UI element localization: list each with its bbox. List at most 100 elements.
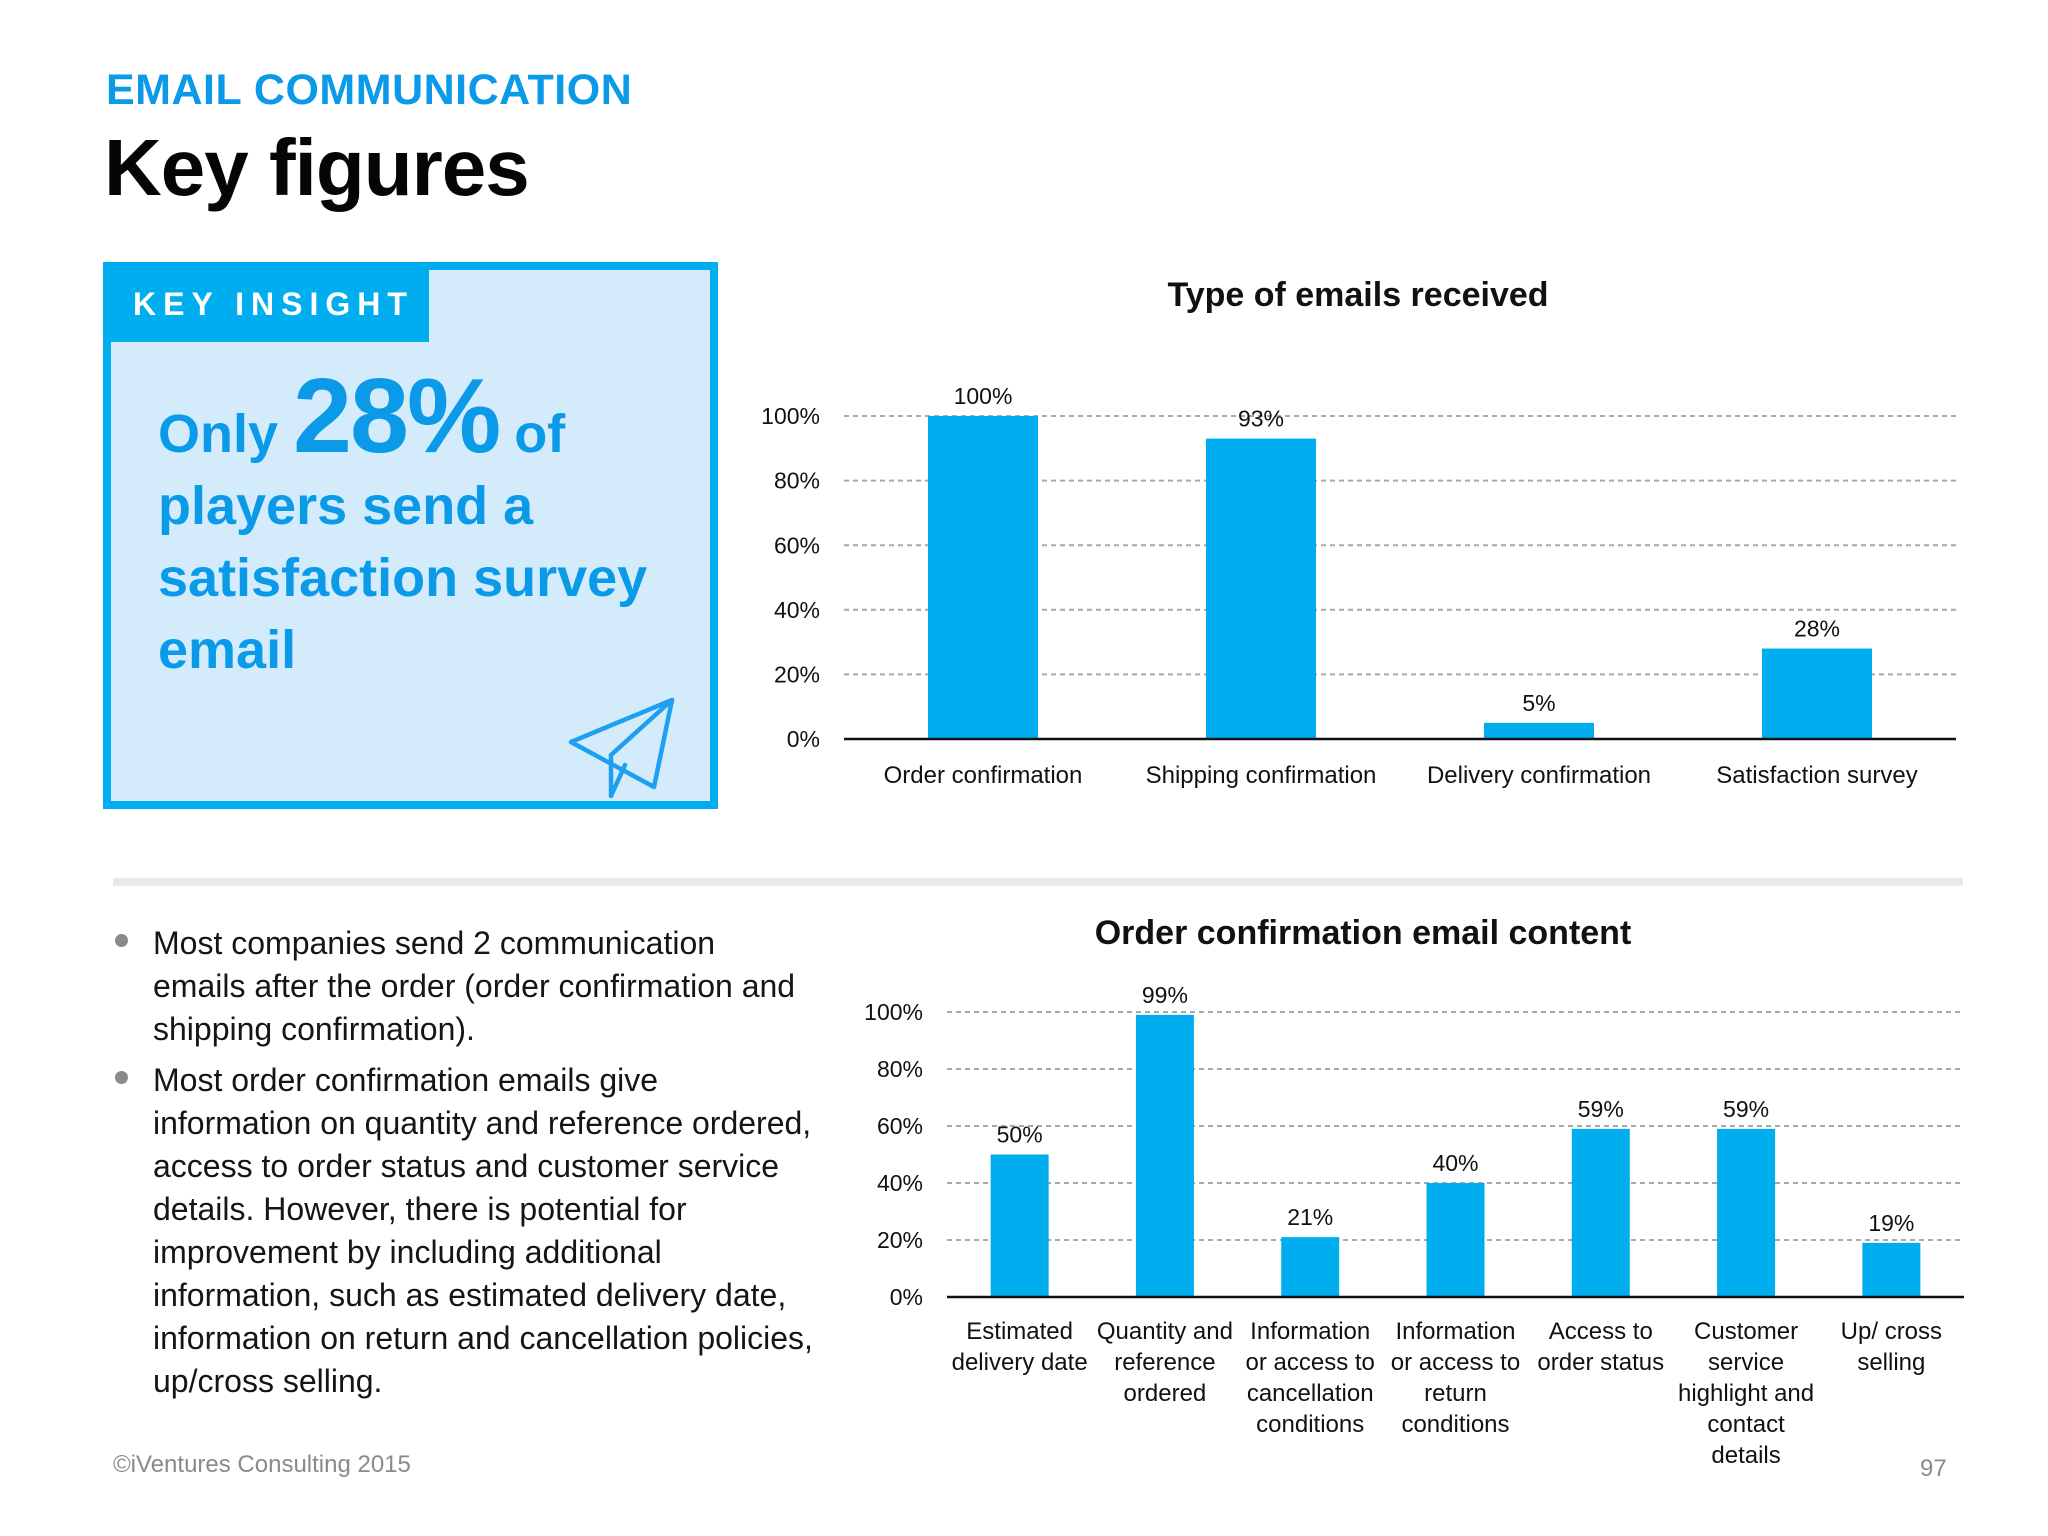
bullet-list: Most companies send 2 communication emai… [113,922,813,1411]
x-category-label: Customer service highlight and contact detai… [1678,1318,1814,1469]
bullet-text: Most order confirmation emails give info… [153,1062,813,1399]
key-insight-statement: Only 28% of players send a satisfaction … [158,363,698,686]
data-label: 59% [1578,1096,1624,1122]
y-tick-label: 40% [774,597,820,623]
data-label: 99% [1142,982,1188,1008]
x-category-label: Up/ cross selling [1841,1318,1942,1376]
x-category-label-line: contact [1707,1411,1785,1438]
x-category-label-line: order status [1537,1349,1664,1376]
x-category-label-line: or access to [1246,1349,1375,1376]
plane-tail [608,752,628,799]
y-tick-label: 100% [761,403,820,429]
bar [1762,648,1872,739]
x-category-label-line: or access to [1391,1349,1520,1376]
insight-line-4: email [158,620,297,680]
bar [1206,438,1316,739]
data-label: 21% [1287,1204,1333,1230]
data-label: 50% [997,1122,1043,1148]
y-tick-label: 20% [877,1227,923,1253]
insight-prefix: Only [158,404,279,464]
x-category-label: Satisfaction survey [1716,762,1917,789]
x-category-label-line: conditions [1256,1411,1364,1438]
chart-email-types: 0% 20% 40% 60% 80% 100% 100% Order confirmation… [761,383,1956,789]
insight-line-3: satisfaction survey [158,548,648,608]
bar [1484,722,1594,739]
y-tick-label: 0% [890,1284,923,1310]
y-tick-label: 0% [787,726,820,752]
x-category-label-line: Satisfaction survey [1716,762,1917,789]
data-label: 5% [1522,690,1555,716]
x-category-label-line: Information [1250,1318,1370,1345]
bar [1426,1183,1485,1297]
x-category-label-line: Estimated [966,1318,1073,1345]
x-category-label-line: highlight and [1678,1380,1814,1407]
page-title: Key figures [104,123,530,212]
data-label: 40% [1432,1150,1478,1176]
x-category-label-line: delivery date [952,1349,1088,1376]
data-label: 19% [1868,1210,1914,1236]
bar [1281,1237,1340,1297]
x-category-label: Estimated delivery date [952,1318,1088,1376]
x-category-label: Quantity and reference ordered [1097,1318,1233,1407]
bullet-item: Most order confirmation emails give info… [113,1059,813,1403]
bar [1135,1014,1194,1297]
x-category-label-line: Information [1395,1318,1515,1345]
x-category-label-line: Order confirmation [884,762,1083,789]
footer-copyright: ©iVentures Consulting 2015 [113,1451,411,1478]
bar [928,416,1038,739]
x-category-label-line: conditions [1401,1411,1509,1438]
data-label: 59% [1723,1096,1769,1122]
x-category-label-line: details [1711,1442,1780,1469]
data-label: 28% [1794,616,1840,642]
chart-order-content-title: Order confirmation email content [1094,914,1632,952]
insight-suffix: of [514,404,566,464]
x-category-label-line: Delivery confirmation [1427,762,1651,789]
y-tick-label: 60% [877,1113,923,1139]
paper-plane-icon [568,697,675,799]
y-tick-label: 60% [774,532,820,558]
x-category-label-line: reference [1114,1349,1215,1376]
x-category-label-line: ordered [1124,1380,1207,1407]
data-label: 93% [1238,406,1284,432]
y-tick-label: 40% [877,1170,923,1196]
key-insight-label: KEY INSIGHT [133,286,414,322]
insight-highlight-value: 28% [293,357,501,475]
chart-order-confirmation-content: 0% 20% 40% 60% 80% 100% 50% Estimated delivery d… [864,982,1964,1469]
x-category-label-line: Access to [1549,1318,1653,1345]
x-category-label: Information or access to cancellation condi… [1246,1318,1375,1438]
key-insight-tab: KEY INSIGHT [111,270,429,342]
page-number: 97 [1920,1455,1947,1482]
chart-email-types-title: Type of emails received [1167,276,1549,314]
insight-line-1: Only 28% of [158,363,698,470]
y-tick-label: 80% [774,468,820,494]
y-tick-label: 100% [864,999,923,1025]
x-category-label: Delivery confirmation [1427,762,1651,789]
y-tick-label: 20% [774,661,820,687]
bar [990,1154,1049,1297]
bar [1717,1128,1776,1297]
x-category-label-line: Shipping confirmation [1146,762,1377,789]
section-label: EMAIL COMMUNICATION [106,66,633,114]
bar [1571,1128,1630,1297]
x-category-label: Information or access to return conditions [1391,1318,1520,1438]
bullet-dot-icon [115,934,128,947]
plane-fold [608,697,675,758]
key-insight-box: KEY INSIGHT Only 28% of players send a s… [103,262,718,809]
x-category-label-line: return [1424,1380,1487,1407]
bullet-item: Most companies send 2 communication emai… [113,922,813,1051]
x-category-label-line: Quantity and [1097,1318,1233,1345]
x-category-label-line: Up/ cross [1841,1318,1942,1345]
bar [1862,1242,1921,1297]
insight-line-2: players send a [158,476,534,536]
bullet-text: Most companies send 2 communication emai… [153,925,796,1047]
x-category-label-line: service [1708,1349,1784,1376]
x-category-label-line: Customer [1694,1318,1798,1345]
data-label: 100% [954,383,1013,409]
x-category-label: Shipping confirmation [1146,762,1377,789]
bullet-dot-icon [115,1071,128,1084]
x-category-label: Order confirmation [884,762,1083,789]
x-category-label: Access to order status [1537,1318,1664,1376]
y-tick-label: 80% [877,1056,923,1082]
x-category-label-line: selling [1857,1349,1925,1376]
x-category-label-line: cancellation [1247,1380,1374,1407]
